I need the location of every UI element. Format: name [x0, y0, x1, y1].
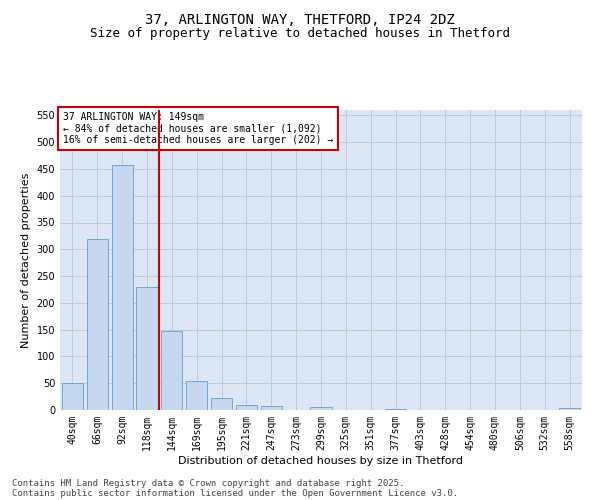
Y-axis label: Number of detached properties: Number of detached properties	[21, 172, 31, 348]
Bar	[236, 404, 257, 410]
Bar	[161, 330, 182, 410]
Text: Contains HM Land Registry data © Crown copyright and database right 2025.: Contains HM Land Registry data © Crown c…	[12, 478, 404, 488]
X-axis label: Distribution of detached houses by size in Thetford: Distribution of detached houses by size …	[179, 456, 464, 466]
Text: 37 ARLINGTON WAY: 149sqm
← 84% of detached houses are smaller (1,092)
16% of sem: 37 ARLINGTON WAY: 149sqm ← 84% of detach…	[62, 112, 333, 144]
Text: 37, ARLINGTON WAY, THETFORD, IP24 2DZ: 37, ARLINGTON WAY, THETFORD, IP24 2DZ	[145, 12, 455, 26]
Bar	[112, 165, 133, 410]
Bar	[186, 380, 207, 410]
Bar	[385, 409, 406, 410]
Bar	[136, 287, 158, 410]
Text: Contains public sector information licensed under the Open Government Licence v3: Contains public sector information licen…	[12, 488, 458, 498]
Bar	[211, 398, 232, 410]
Bar	[87, 238, 108, 410]
Bar	[261, 406, 282, 410]
Bar	[559, 408, 580, 410]
Bar	[310, 408, 332, 410]
Text: Size of property relative to detached houses in Thetford: Size of property relative to detached ho…	[90, 28, 510, 40]
Bar	[62, 383, 83, 410]
